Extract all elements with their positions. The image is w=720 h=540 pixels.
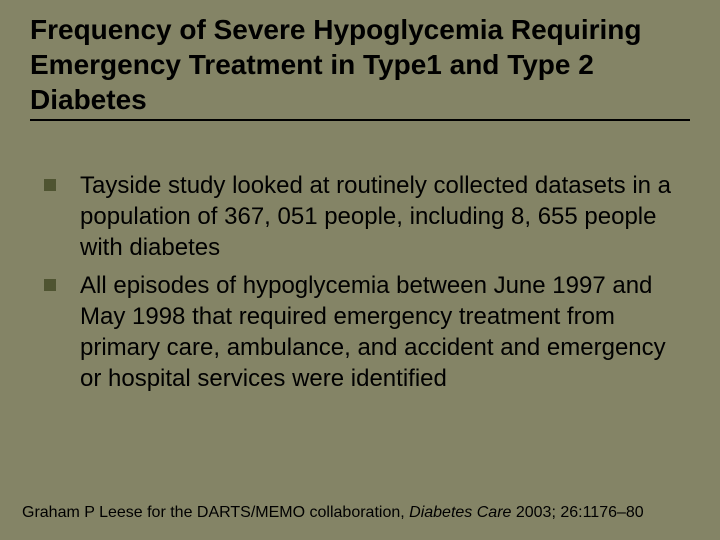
slide-title: Frequency of Severe Hypoglycemia Requiri… [30,12,690,121]
citation-journal: Diabetes Care [409,504,516,521]
list-item: All episodes of hypoglycemia between Jun… [44,270,680,395]
citation-details: 2003; 26:1176–80 [516,504,644,521]
slide: Frequency of Severe Hypoglycemia Requiri… [0,0,720,540]
bullet-text: All episodes of hypoglycemia between Jun… [80,270,680,395]
slide-body: Tayside study looked at routinely collec… [44,170,680,400]
slide-footer-citation: Graham P Leese for the DARTS/MEMO collab… [22,503,702,522]
list-item: Tayside study looked at routinely collec… [44,170,680,264]
bullet-text: Tayside study looked at routinely collec… [80,170,680,264]
citation-author: Graham P Leese for the DARTS/MEMO collab… [22,504,409,521]
square-bullet-icon [44,179,56,191]
square-bullet-icon [44,279,56,291]
